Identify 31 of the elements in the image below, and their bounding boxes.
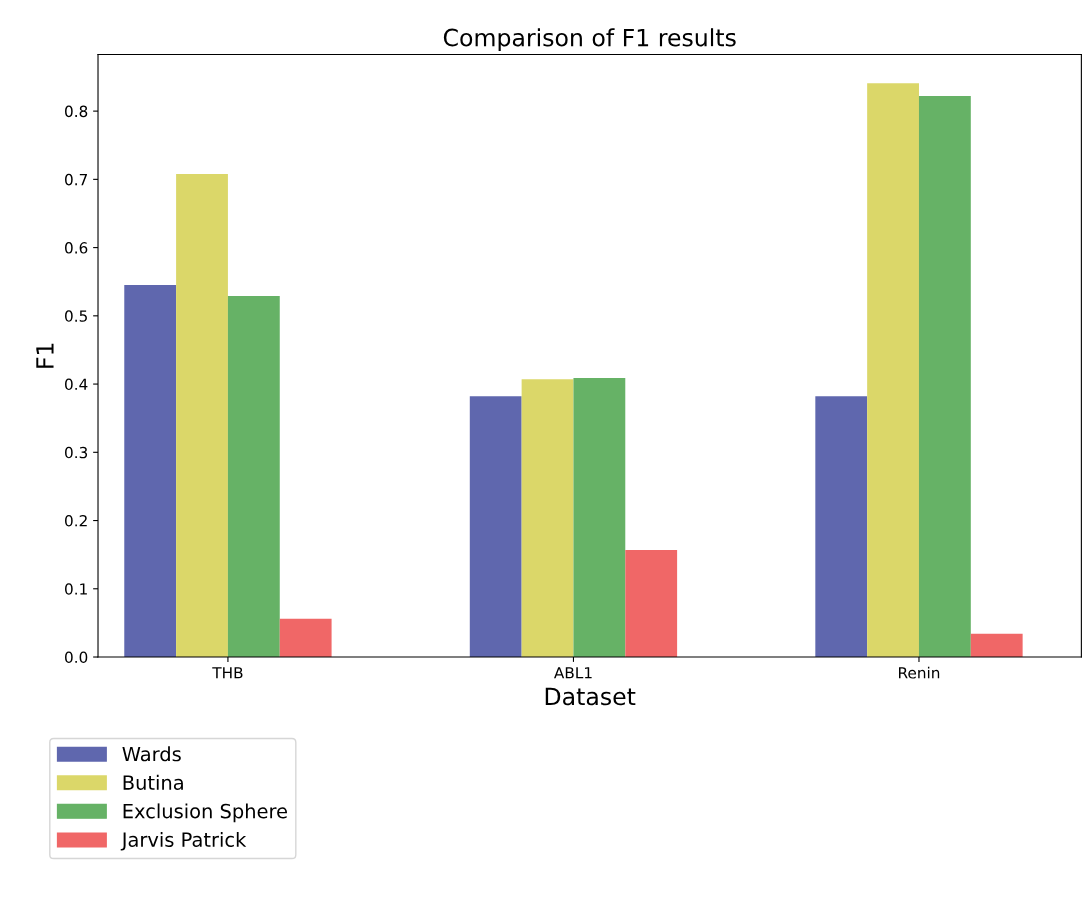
y-tick-label: 0.2 [65, 515, 87, 527]
x-tick-label: Renin [899, 666, 940, 679]
bar [867, 83, 919, 658]
x-axis-title: Dataset [545, 687, 636, 706]
legend-label: Jarvis Patrick [120, 831, 247, 851]
legend-label: Butina [123, 774, 183, 790]
legend-label: Wards [122, 746, 181, 762]
y-tick-label: 0.7 [65, 173, 87, 186]
bar [815, 396, 868, 658]
bar [970, 633, 1023, 658]
y-tick-label: 0.4 [65, 378, 88, 391]
x-tick-label: ABL1 [553, 667, 592, 679]
bar [124, 285, 177, 658]
y-tick-label: 0.1 [65, 583, 87, 595]
bar [469, 396, 522, 658]
text: 0.0 [65, 651, 88, 664]
bar [279, 618, 332, 658]
bar [227, 296, 280, 658]
y-tick-label: 0.6 [65, 242, 88, 254]
bar [176, 173, 228, 658]
bar [521, 379, 574, 658]
x-tick-label: THB [212, 667, 243, 679]
legend-label: Exclusion Sphere [123, 803, 287, 823]
y-tick-label: 0.3 [65, 446, 88, 459]
y-tick-label: 0.8 [65, 105, 88, 118]
bar [625, 549, 678, 658]
chart-title: Comparison of F1 results [443, 28, 736, 52]
bar [918, 96, 971, 658]
bar [573, 377, 626, 658]
y-tick-label: 0.5 [65, 310, 87, 322]
y-axis-title: F1 [36, 343, 54, 368]
